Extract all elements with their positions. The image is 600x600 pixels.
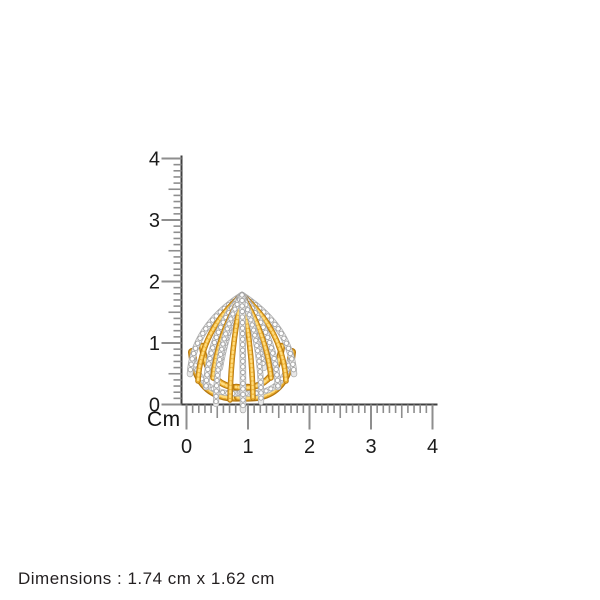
y-axis-tick-label: 3	[149, 210, 160, 232]
x-axis-tick-label: 0	[181, 436, 192, 458]
diamond-beads	[214, 293, 244, 406]
unit-label: Cm	[147, 408, 181, 431]
y-axis-tick-label: 0	[149, 395, 160, 417]
y-axis-tick-label: 2	[149, 272, 160, 294]
earring-illustration	[186, 291, 298, 414]
y-axis-tick-label: 1	[149, 333, 160, 355]
x-axis-tick-label: 2	[304, 436, 315, 458]
dimensions-text: Dimensions : 1.74 cm x 1.62 cm	[18, 569, 275, 588]
y-axis-tick-label: 4	[149, 149, 160, 171]
ruler-group: 0 1 2 3 4 0 1 2 3 4	[149, 149, 438, 459]
diamond-beads	[240, 293, 263, 404]
x-axis-tick-label: 4	[427, 436, 438, 458]
dimensions-caption: Dimensions : 1.74 cm x 1.62 cm	[18, 569, 275, 589]
diamond-beads	[238, 358, 292, 396]
diamond-beads	[192, 358, 246, 396]
x-axis-tick-label: 1	[242, 436, 253, 458]
diamond-beads	[240, 293, 245, 412]
x-axis-tick-label: 3	[365, 436, 376, 458]
